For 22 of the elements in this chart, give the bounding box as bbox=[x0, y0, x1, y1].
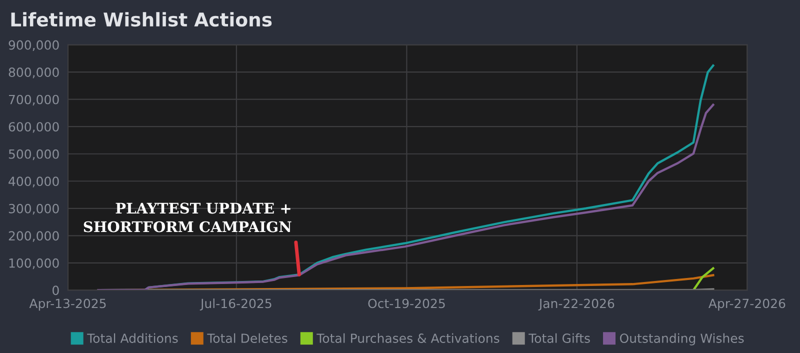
legend-label: Total Additions bbox=[87, 333, 178, 343]
y-tick-label: 100,000 bbox=[9, 258, 59, 270]
legend-label: Total Deletes bbox=[207, 333, 288, 343]
x-tick-label: Oct-19-2025 bbox=[368, 298, 445, 308]
x-tick-label: Apr-13-2025 bbox=[29, 298, 106, 311]
y-tick-label: 300,000 bbox=[8, 204, 59, 215]
y-tick-label: 500,000 bbox=[8, 149, 59, 160]
x-tick-label: Jul-16-2025 bbox=[200, 298, 272, 310]
annotation: PLAYTEST UPDATE + SHORTFORM CAMPAIGN bbox=[84, 202, 292, 232]
x-tick-label: Apr-27-2026 bbox=[708, 298, 786, 311]
y-tick-label: 400,000 bbox=[8, 176, 59, 188]
y-tick-label: 900,000 bbox=[8, 40, 59, 52]
legend-label: Outstanding Wishes bbox=[620, 333, 744, 346]
legend-label: Total Gifts bbox=[528, 333, 590, 343]
y-tick-label: 600,000 bbox=[8, 122, 59, 133]
x-tick-label: Jan-22-2026 bbox=[538, 298, 614, 310]
legend-label: Total Purchases & Activations bbox=[316, 333, 500, 343]
y-tick-label: 200,000 bbox=[8, 231, 59, 242]
y-tick-label: 0 bbox=[52, 286, 59, 296]
y-tick-label: 700,000 bbox=[9, 94, 59, 106]
chart-title: Lifetime Wishlist Actions bbox=[11, 12, 272, 27]
y-tick-label: 800,000 bbox=[8, 68, 59, 78]
